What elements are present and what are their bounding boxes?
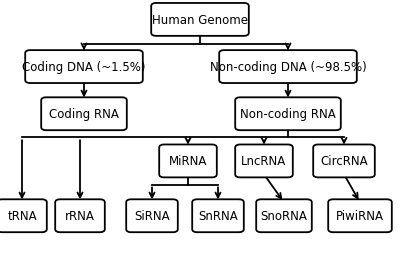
Text: SiRNA: SiRNA bbox=[134, 210, 170, 222]
FancyBboxPatch shape bbox=[159, 145, 217, 178]
FancyBboxPatch shape bbox=[235, 98, 341, 131]
Text: LncRNA: LncRNA bbox=[241, 155, 287, 168]
Text: MiRNA: MiRNA bbox=[169, 155, 207, 168]
Text: Coding DNA (~1.5%): Coding DNA (~1.5%) bbox=[22, 61, 146, 74]
Text: SnoRNA: SnoRNA bbox=[260, 210, 308, 222]
Text: tRNA: tRNA bbox=[7, 210, 37, 222]
Text: rRNA: rRNA bbox=[65, 210, 95, 222]
FancyBboxPatch shape bbox=[41, 98, 127, 131]
Text: Human Genome: Human Genome bbox=[152, 14, 248, 27]
FancyBboxPatch shape bbox=[235, 145, 293, 178]
FancyBboxPatch shape bbox=[192, 200, 244, 232]
FancyBboxPatch shape bbox=[313, 145, 375, 178]
Text: CircRNA: CircRNA bbox=[320, 155, 368, 168]
FancyBboxPatch shape bbox=[328, 200, 392, 232]
FancyBboxPatch shape bbox=[151, 4, 249, 37]
FancyBboxPatch shape bbox=[0, 200, 47, 232]
FancyBboxPatch shape bbox=[126, 200, 178, 232]
Text: Non-coding DNA (~98.5%): Non-coding DNA (~98.5%) bbox=[210, 61, 366, 74]
Text: SnRNA: SnRNA bbox=[198, 210, 238, 222]
Text: Coding RNA: Coding RNA bbox=[49, 108, 119, 121]
Text: PiwiRNA: PiwiRNA bbox=[336, 210, 384, 222]
FancyBboxPatch shape bbox=[256, 200, 312, 232]
Text: Non-coding RNA: Non-coding RNA bbox=[240, 108, 336, 121]
FancyBboxPatch shape bbox=[55, 200, 105, 232]
FancyBboxPatch shape bbox=[25, 51, 143, 84]
FancyBboxPatch shape bbox=[219, 51, 357, 84]
